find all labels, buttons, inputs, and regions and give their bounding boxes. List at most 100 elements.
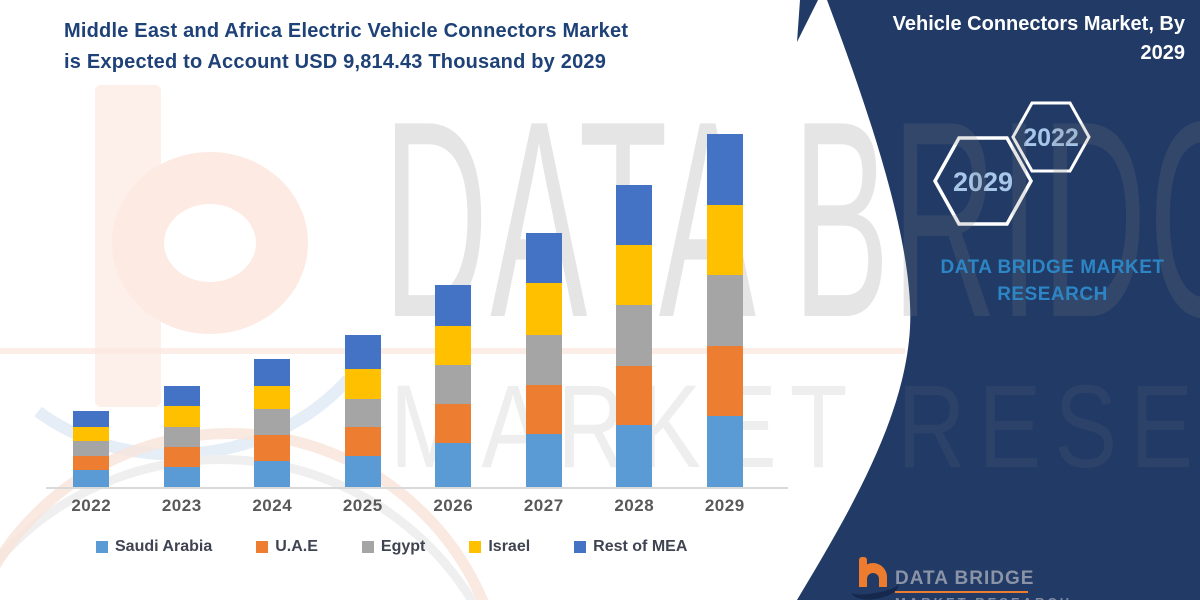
footer-brand-underline bbox=[895, 591, 1028, 593]
bar-segment-egypt-2025 bbox=[344, 398, 381, 427]
bar-segment-u-a-e-2028 bbox=[616, 365, 653, 425]
bar-column-2022 bbox=[46, 134, 137, 487]
legend-item-israel: Israel bbox=[469, 538, 530, 556]
x-axis-label-2027: 2027 bbox=[523, 496, 564, 515]
stacked-bar-2024 bbox=[254, 358, 291, 487]
bar-segment-egypt-2028 bbox=[616, 304, 653, 366]
legend-label: Saudi Arabia bbox=[115, 538, 213, 555]
x-axis-label-2026: 2026 bbox=[433, 496, 474, 515]
x-axis-labels: 2022 2023 2024 2025 2026 2027 2028 2029 bbox=[46, 496, 770, 516]
x-axis-label-2022: 2022 bbox=[71, 496, 112, 515]
bar-segment-egypt-2027 bbox=[525, 335, 562, 385]
bar-segment-saudi-arabia-2027 bbox=[525, 433, 562, 487]
legend-item-rest-of-mea: Rest of MEA bbox=[574, 538, 687, 556]
bar-segment-rest-of-mea-2027 bbox=[525, 233, 562, 284]
page-title-line1: Middle East and Africa Electric Vehicle … bbox=[64, 20, 629, 42]
hexagon-2022-badge bbox=[1011, 101, 1091, 173]
x-axis-label-2023: 2023 bbox=[161, 496, 202, 515]
bar-segment-saudi-arabia-2023 bbox=[163, 466, 200, 487]
hexagon-2029-badge bbox=[932, 136, 1034, 226]
hexagon-2022-label: 2022 bbox=[1023, 124, 1079, 152]
bar-segment-egypt-2022 bbox=[73, 440, 110, 456]
footer-logo: DATA BRIDGE MARKET RESEARCH bbox=[845, 555, 1175, 600]
bar-segment-saudi-arabia-2024 bbox=[254, 460, 291, 487]
bar-segment-rest-of-mea-2029 bbox=[706, 134, 743, 206]
legend-label: Rest of MEA bbox=[593, 538, 688, 555]
bar-segment-rest-of-mea-2025 bbox=[344, 334, 381, 369]
bar-segment-egypt-2029 bbox=[706, 274, 743, 346]
bar-segment-rest-of-mea-2022 bbox=[73, 410, 110, 427]
bar-segment-saudi-arabia-2029 bbox=[706, 415, 743, 487]
bar-segment-israel-2022 bbox=[73, 426, 110, 441]
bar-column-2028 bbox=[589, 134, 680, 487]
footer-logo-text: DATA BRIDGE MARKET RESEARCH bbox=[895, 568, 1072, 600]
bar-segment-saudi-arabia-2025 bbox=[344, 455, 381, 487]
bar-segment-rest-of-mea-2028 bbox=[616, 185, 653, 246]
bar-segment-u-a-e-2027 bbox=[525, 384, 562, 434]
bar-segment-rest-of-mea-2024 bbox=[254, 358, 291, 386]
bar-segment-saudi-arabia-2022 bbox=[73, 469, 110, 487]
legend-label: U.A.E bbox=[275, 538, 318, 555]
logo-b-hole bbox=[867, 573, 879, 587]
bar-column-2025 bbox=[318, 134, 409, 487]
bar-segment-u-a-e-2029 bbox=[706, 345, 743, 416]
bar-column-2027 bbox=[499, 134, 590, 487]
stacked-bar-2028 bbox=[616, 185, 653, 487]
page-title: Middle East and Africa Electric Vehicle … bbox=[64, 16, 784, 78]
stacked-bar-2025 bbox=[344, 334, 381, 487]
legend-swatch-icon bbox=[574, 541, 587, 553]
side-panel-brand-line2: RESEARCH bbox=[997, 284, 1108, 305]
legend-swatch-icon bbox=[256, 541, 269, 553]
stacked-bar-2027 bbox=[525, 233, 562, 487]
side-panel-heading: Vehicle Connectors Market, By 2029 bbox=[845, 10, 1185, 68]
legend-swatch-icon bbox=[469, 541, 482, 553]
side-panel-heading-line2: 2029 bbox=[1140, 42, 1186, 64]
legend-label: Egypt bbox=[380, 538, 426, 555]
legend-label: Israel bbox=[488, 538, 531, 555]
bar-segment-rest-of-mea-2023 bbox=[163, 385, 200, 406]
hexagon-2029-label: 2029 bbox=[953, 167, 1013, 197]
bar-segment-u-a-e-2024 bbox=[254, 435, 291, 461]
side-panel-brand-line1: DATA BRIDGE MARKET bbox=[940, 257, 1165, 278]
bar-segment-egypt-2026 bbox=[435, 364, 472, 404]
bar-column-2029 bbox=[680, 134, 771, 487]
logo-swoosh bbox=[849, 572, 901, 600]
stacked-bar-2023 bbox=[163, 385, 200, 487]
plot-area bbox=[46, 134, 770, 487]
bar-segment-israel-2024 bbox=[254, 385, 291, 409]
bar-segment-u-a-e-2026 bbox=[435, 403, 472, 443]
bar-segment-egypt-2024 bbox=[254, 408, 291, 436]
bar-segment-israel-2026 bbox=[435, 326, 472, 365]
legend-swatch-icon bbox=[96, 541, 108, 553]
stacked-bar-2026 bbox=[435, 285, 472, 487]
legend-item-u-a-e: U.A.E bbox=[256, 538, 318, 556]
bar-segment-u-a-e-2023 bbox=[163, 446, 200, 467]
side-panel-wedge bbox=[797, 0, 818, 42]
bar-segment-rest-of-mea-2026 bbox=[435, 285, 472, 327]
page-title-line2: is Expected to Account USD 9,814.43 Thou… bbox=[64, 51, 607, 73]
bar-segment-u-a-e-2025 bbox=[344, 426, 381, 456]
bar-column-2023 bbox=[137, 134, 228, 487]
x-axis-line bbox=[46, 487, 788, 489]
footer-sub-brand: MARKET RESEARCH bbox=[895, 595, 1072, 600]
data-bridge-logo-icon bbox=[849, 557, 901, 600]
bar-segment-israel-2025 bbox=[344, 368, 381, 399]
x-axis-label-2028: 2028 bbox=[614, 496, 655, 515]
bar-column-2026 bbox=[408, 134, 499, 487]
stacked-bar-2029 bbox=[706, 134, 743, 487]
chart-legend: Saudi Arabia U.A.E Egypt Israel Rest of MEA bbox=[96, 538, 687, 556]
bar-segment-saudi-arabia-2026 bbox=[435, 442, 472, 487]
bar-segment-israel-2029 bbox=[706, 205, 743, 275]
side-panel-shape bbox=[797, 0, 1200, 600]
bar-segment-israel-2028 bbox=[616, 245, 653, 305]
footer-brand-name: DATA BRIDGE bbox=[895, 568, 1035, 589]
x-axis-label-2025: 2025 bbox=[342, 496, 383, 515]
legend-item-saudi-arabia: Saudi Arabia bbox=[96, 538, 212, 556]
bar-segment-israel-2027 bbox=[525, 283, 562, 336]
bar-segment-israel-2023 bbox=[163, 405, 200, 427]
bar-segment-u-a-e-2022 bbox=[73, 455, 110, 470]
side-panel-heading-line1: Vehicle Connectors Market, By bbox=[892, 13, 1185, 35]
x-axis-label-2029: 2029 bbox=[704, 496, 745, 515]
